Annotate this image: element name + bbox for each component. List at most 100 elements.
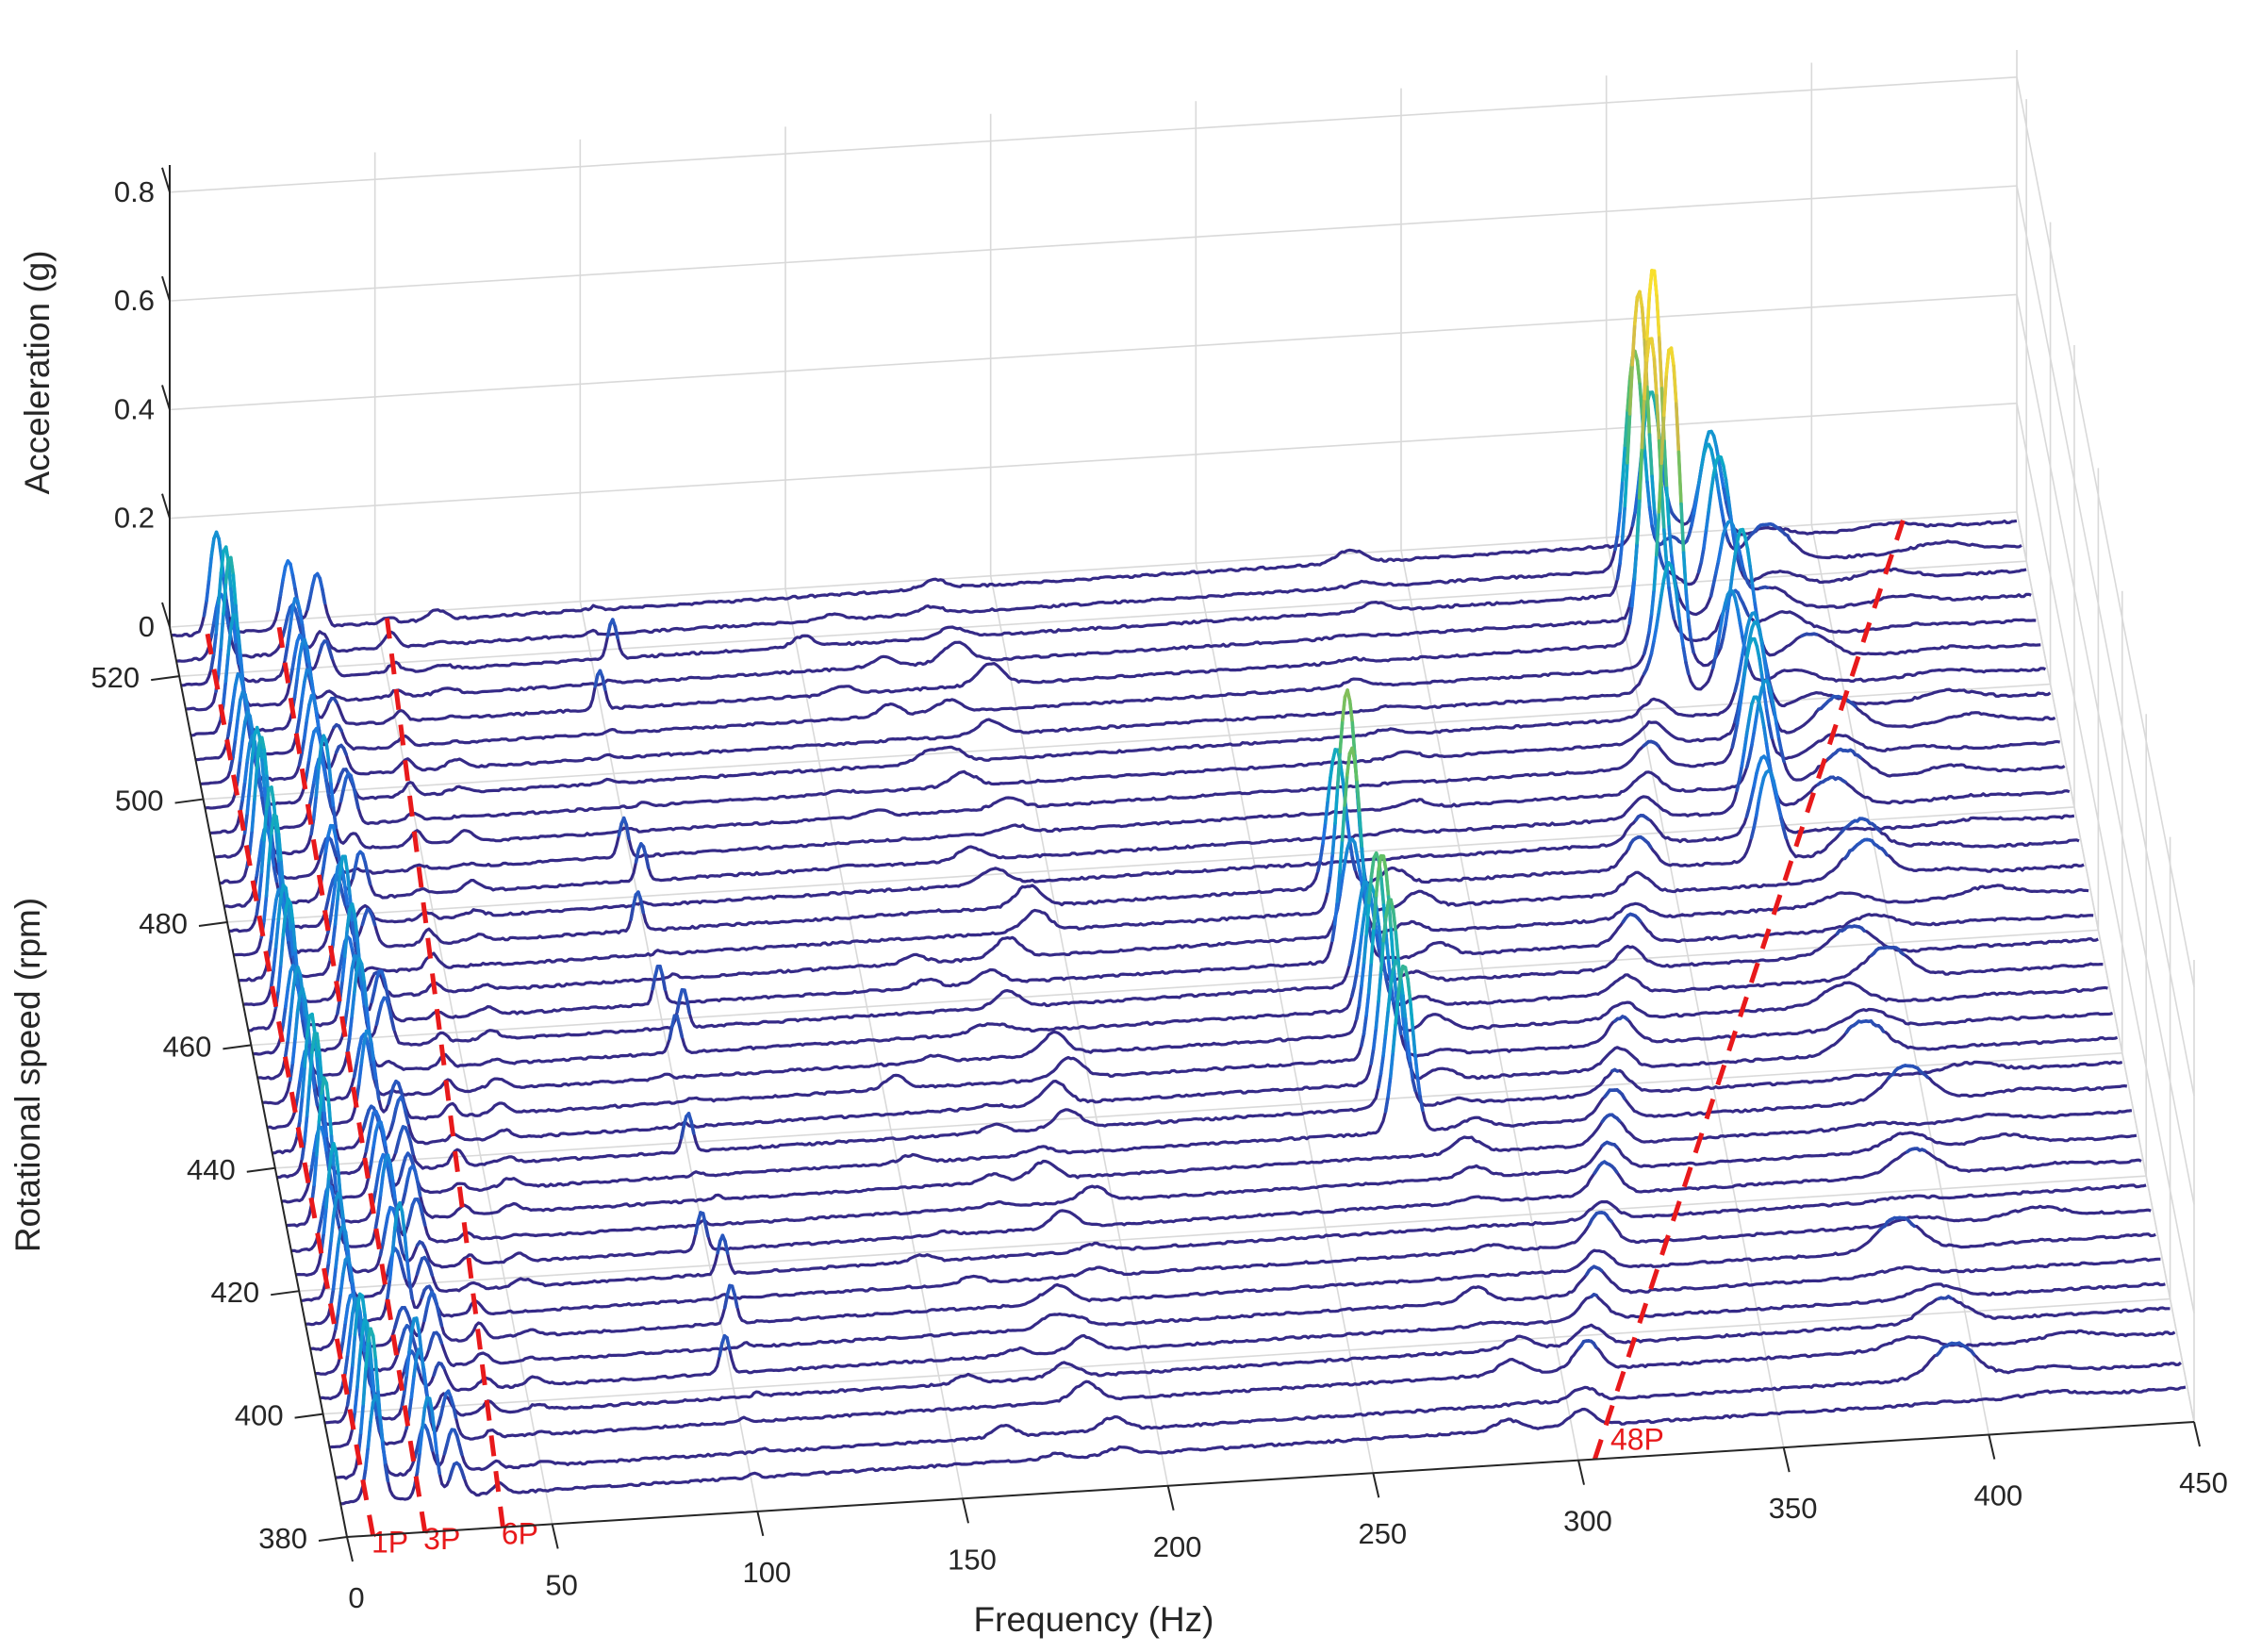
trace-segment [1615, 561, 1622, 581]
trace-segment [1779, 817, 1786, 831]
trace-segment [1381, 854, 1388, 873]
trace-segment [1375, 933, 1381, 952]
trace-segment [1704, 509, 1710, 532]
trace-segment [1707, 489, 1713, 514]
trace-segment [1763, 585, 1770, 590]
trace-segment [242, 758, 250, 784]
spectrum-trace [268, 853, 2114, 1131]
trace-segment [381, 1442, 388, 1468]
trace-segment [303, 668, 309, 685]
trace-segment [1667, 525, 1674, 557]
trace-segment [353, 1306, 359, 1337]
trace-segment [1736, 607, 1742, 626]
spectrum-trace [282, 964, 2128, 1204]
grid-line-x-floor [1400, 550, 1579, 1461]
trace-segment [381, 1158, 388, 1177]
trace-segment [338, 951, 345, 969]
trace-segment [343, 1231, 351, 1253]
trace-segment [1724, 606, 1730, 627]
grid-line-z-back [169, 185, 2018, 302]
trace-segment [361, 1366, 368, 1406]
trace-segment [401, 1266, 407, 1280]
trace-segment [281, 565, 288, 582]
trace-segment [309, 730, 316, 746]
trace-segment [1684, 589, 1691, 622]
trace-segment [1345, 688, 1352, 703]
trace-segment [1679, 630, 1686, 651]
trace-segment [1899, 950, 1906, 956]
trace-segment [298, 1061, 305, 1082]
trace-segment [1759, 775, 1766, 790]
trace-segment [1762, 691, 1769, 713]
trace-segment [272, 866, 279, 884]
trace-segment [1711, 570, 1718, 586]
trace-segment [1360, 960, 1366, 988]
trace-segment [278, 578, 285, 597]
trace-segment [345, 1386, 353, 1407]
trace-segment [1652, 356, 1659, 398]
trace-segment [1874, 826, 1882, 833]
trace-segment [1626, 376, 1632, 412]
trace-segment [1389, 927, 1395, 966]
trace-segment [373, 1172, 380, 1191]
trace-segment [355, 1315, 362, 1337]
trace-segment [374, 1079, 381, 1101]
x-tick [1372, 1472, 1380, 1498]
trace-line [305, 1201, 2152, 1327]
trace-segment [386, 1261, 392, 1275]
trace-segment [1623, 1016, 1629, 1022]
trace-segment [398, 1240, 404, 1255]
trace-segment [1879, 1026, 1886, 1033]
trace-segment [289, 901, 295, 927]
trace-segment [262, 806, 269, 842]
trace-segment [1355, 902, 1362, 923]
trace-segment [375, 1415, 382, 1433]
trace-segment [370, 1369, 377, 1400]
grid-line-x-floor [1605, 537, 1785, 1448]
trace-segment [1649, 639, 1656, 655]
trace-segment [274, 815, 281, 836]
x-tick [1988, 1434, 1996, 1460]
trace-segment [388, 1162, 395, 1183]
trace-segment [426, 1405, 434, 1424]
trace-segment [224, 610, 231, 629]
trace-segment [1730, 735, 1737, 750]
trace-segment [668, 1024, 674, 1041]
trace-segment [317, 1050, 324, 1084]
trace-segment [322, 1205, 328, 1235]
spectrum-trace [310, 1215, 2156, 1351]
trace-segment [345, 986, 352, 1011]
trace-segment [1758, 656, 1764, 677]
trace-segment [289, 991, 295, 1019]
trace-segment [675, 1014, 682, 1028]
trace-segment [343, 1303, 350, 1325]
trace-segment [305, 1082, 312, 1117]
y-tick-label: 380 [258, 1522, 307, 1555]
axes-box-front [169, 165, 2195, 1538]
trace-segment [1690, 511, 1696, 528]
trace-segment [1770, 694, 1776, 711]
trace-segment [1659, 578, 1666, 598]
trace-segment [1330, 921, 1337, 943]
trace-line [310, 1215, 2156, 1351]
trace-segment [382, 977, 388, 993]
trace-segment [376, 1193, 383, 1216]
trace-segment [360, 984, 367, 1009]
trace-segment [1375, 905, 1381, 929]
trace-segment [1357, 888, 1364, 906]
trace-segment [216, 645, 223, 676]
trace-segment [1632, 295, 1640, 326]
trace-segment [409, 1316, 416, 1334]
trace-segment [1377, 924, 1383, 950]
trace-segment [322, 1135, 329, 1155]
trace-segment [1676, 450, 1683, 506]
trace-segment [1776, 803, 1783, 820]
harmonic-label-3p: 3P [423, 1522, 460, 1556]
trace-segment [315, 1057, 322, 1090]
trace-segment [1672, 364, 1678, 405]
trace-segment [438, 1401, 446, 1417]
trace-segment [368, 1366, 374, 1395]
trace-segment [1775, 722, 1781, 741]
trace-segment [332, 696, 338, 704]
trace-segment [1612, 1166, 1619, 1174]
